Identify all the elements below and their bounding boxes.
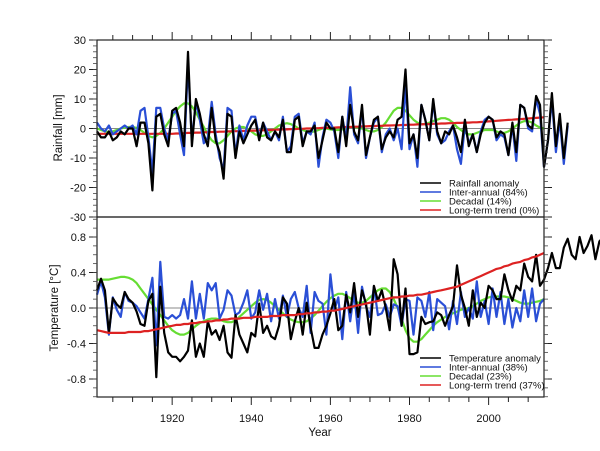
legend-label: Decadal (14%) — [449, 197, 512, 208]
legend-label: Decadal (23%) — [449, 372, 512, 383]
temperature-line-inter-annual — [95, 260, 545, 347]
y-tick-label: 0.4 — [71, 268, 86, 280]
rainfall-line-long-term-trend — [97, 116, 545, 135]
y-tick-label: 0 — [80, 124, 86, 136]
legend-label: Inter-annual (84%) — [449, 188, 528, 199]
y-tick-label: 0.0 — [71, 303, 86, 315]
y-tick-label: -0.8 — [67, 374, 86, 386]
legend-label: Rainfall anomaly — [449, 179, 519, 190]
x-tick-label: 1980 — [397, 413, 421, 425]
y-tick-label: 10 — [74, 94, 86, 106]
rainfall-series-group — [96, 50, 569, 192]
rainfall-y-axis-title: Rainfall [mm] — [53, 94, 65, 161]
temperature-line-long-term-trend — [96, 251, 545, 334]
legend-label: Temperature anomaly — [449, 354, 541, 365]
temperature-axes: 0.8 0.4 0.0 -0.4 -0.8 1920 1940 1960 1980 2000 — [67, 216, 552, 425]
x-tick-label: 1940 — [239, 413, 263, 425]
y-tick-label: -30 — [70, 212, 86, 224]
y-tick-label: 20 — [74, 65, 86, 77]
x-tick-label: 1920 — [160, 413, 184, 425]
legend-label: Long-term trend (0%) — [449, 206, 539, 217]
rainfall-panel: 30 20 10 0 -10 -20 -30 Rainfall [mm] Rainfall … — [53, 32, 569, 224]
y-tick-label: -10 — [70, 153, 86, 165]
legend-label: Inter-annual (38%) — [449, 363, 528, 374]
x-tick-label: 2000 — [476, 413, 500, 425]
x-tick-label: 1960 — [318, 413, 342, 425]
rainfall-line-rainfall-anomaly — [96, 50, 569, 192]
temperature-plot-frame — [96, 216, 545, 398]
x-axis-title: Year — [308, 427, 331, 439]
rainfall-line-inter-annual — [96, 62, 569, 174]
temperature-y-axis-title: Temperature [°C] — [49, 264, 61, 351]
y-tick-label: 0.8 — [71, 232, 86, 244]
y-tick-label: -0.4 — [67, 339, 86, 351]
y-tick-label: -20 — [70, 183, 86, 195]
temperature-line-temperature-anomaly — [95, 234, 600, 379]
y-tick-label: 30 — [74, 35, 86, 47]
temperature-panel: 0.8 0.4 0.0 -0.4 -0.8 1920 1940 1960 1980 2000 Te… — [49, 216, 600, 425]
temperature-series-group — [95, 234, 600, 379]
legend-label: Long-term trend (37%) — [449, 381, 545, 392]
